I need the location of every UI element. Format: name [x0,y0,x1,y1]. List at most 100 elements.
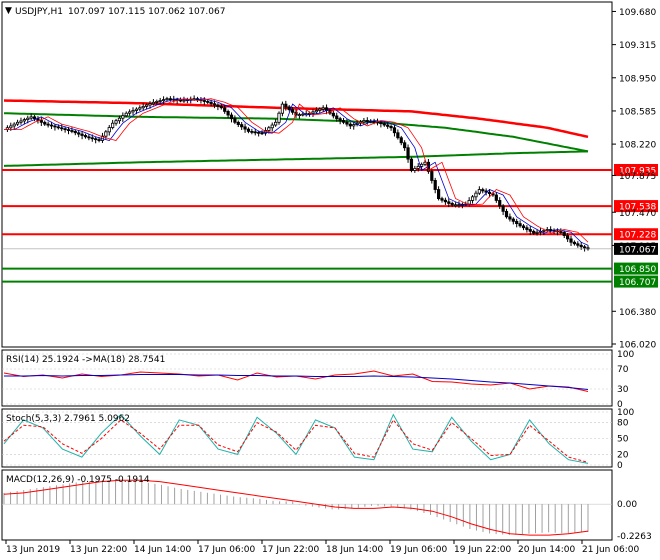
candle-body [168,98,172,101]
candle-body [440,198,444,201]
candle-body [569,238,573,243]
osc-tick-label: 0 [617,461,623,471]
candle-body [209,101,213,105]
candle-body [498,200,502,207]
candle-body [178,99,183,102]
time-tick-label: 14 Jun 14:00 [134,545,191,555]
candle-body [453,204,458,207]
ma-green-upper-line [3,112,589,153]
candle-body [223,107,227,112]
candle-body [409,158,414,171]
candle-body [362,120,366,123]
candle-body [236,121,240,125]
osc-tick-label: 80 [617,419,629,429]
candle-body [9,125,13,129]
candle-body [481,189,485,192]
candle-body [216,104,220,107]
candle-body [90,137,94,140]
candle-body [56,126,60,129]
level-label-107.228: 107.228 [619,231,656,241]
current-price-label: 107.067 [619,245,656,255]
candle-body [532,230,536,234]
candle-body [274,121,278,126]
candle-body [321,107,325,110]
candle-body [430,170,434,181]
candle-body [372,120,376,123]
candle-body [19,120,23,123]
candle-body [134,108,139,111]
candle-body [566,235,570,240]
candle-body [501,205,505,212]
candle-body [206,101,210,103]
candle-body [63,128,67,131]
candle-body [107,127,111,133]
candle-body [124,112,128,117]
osc-tick-label: 20 [617,450,629,460]
time-tick-label: 20 Jun 14:00 [518,545,575,555]
candle-body [545,229,549,231]
candle-body [46,123,50,126]
main-panel [1,1,613,348]
macd-tick-label: 0.00 [617,500,637,510]
candle-body [257,131,261,134]
price-tick-label: 108.585 [619,107,656,117]
candle-body [29,116,33,119]
candle-body [243,126,247,130]
dropdown-arrow-icon[interactable]: ▼ [5,6,12,16]
candle-body [521,225,526,229]
macd-plot [2,479,612,536]
candle-body [576,243,580,246]
stoch-panel [1,408,613,468]
candle-body [39,120,43,123]
candle-body [457,204,461,206]
ma-fast-red-line [4,98,589,243]
ma-red-line [3,99,589,139]
candle-body [111,122,115,128]
candle-body [338,118,342,121]
candle-body [433,180,437,190]
osc-tick-label: 30 [617,385,629,395]
candle-body [151,101,155,105]
candle-body [66,129,71,131]
price-tick-label: 107.470 [619,209,656,219]
candle-body [450,202,454,206]
symbol-label: USDJPY,H1 [15,7,63,17]
candle-body [403,142,407,149]
stoch-plot [2,411,612,466]
candle-body [437,189,441,200]
candle-body [562,231,566,236]
candle-body [280,103,285,114]
stoch-main-line [3,413,589,464]
price-plot [2,95,612,283]
level-tag-106.850 [614,262,658,275]
candle-body [379,121,383,125]
candle-body [233,118,237,123]
candle-body [15,121,20,125]
candle-body [250,130,254,133]
candle-body [12,123,16,127]
rsi-ma-line [4,374,589,390]
time-tick-label: 21 Jun 06:00 [582,545,639,555]
candle-body [314,110,318,113]
candle-body [161,99,166,101]
current-price-tag [614,242,658,255]
level-tag-106.707 [614,275,658,288]
candle-body [267,127,271,131]
time-tick-label: 18 Jun 14:00 [326,545,383,555]
candle-body [386,124,390,127]
level-tag-107.538 [614,200,658,213]
time-tick-label: 19 Jun 06:00 [390,545,447,555]
candle-body [477,189,481,194]
candle-body [297,114,301,116]
candle-body [413,168,417,171]
osc-tick-label: 0 [617,400,623,410]
level-label-107.935: 107.935 [619,167,656,177]
level-tag-107.935 [614,164,658,177]
candle-body [36,118,40,121]
candle-body [260,132,264,135]
candle-body [73,130,77,134]
candle-body [301,113,305,116]
candle-body [389,125,393,129]
candle-body [392,127,397,134]
candle-body [253,131,257,134]
